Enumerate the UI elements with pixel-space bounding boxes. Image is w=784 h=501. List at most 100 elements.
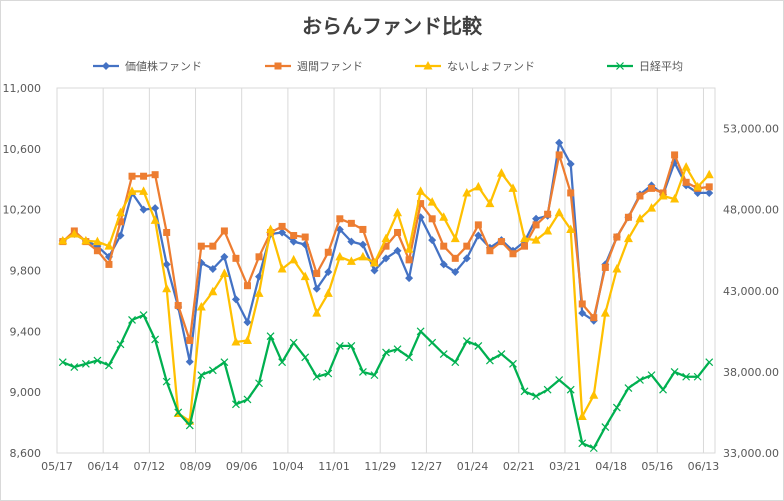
data-point	[231, 336, 241, 346]
data-point	[196, 302, 206, 311]
data-point	[312, 284, 321, 293]
data-point	[416, 327, 425, 336]
data-point	[521, 242, 529, 250]
data-point	[670, 367, 679, 376]
data-point	[705, 358, 714, 367]
data-point	[451, 358, 460, 367]
data-point	[289, 338, 298, 347]
legend-label: ないしょファンド	[447, 60, 535, 73]
data-point	[243, 282, 251, 290]
data-point	[93, 247, 101, 255]
data-point	[566, 385, 575, 394]
series-line	[62, 165, 711, 423]
y-left-tick-label: 9,800	[10, 265, 42, 278]
data-point	[382, 348, 390, 357]
data-point	[335, 342, 344, 350]
data-point	[232, 254, 240, 262]
data-point	[601, 423, 610, 431]
y-left-tick-label: 11,000	[3, 82, 42, 95]
data-point	[278, 228, 287, 237]
data-point	[382, 242, 390, 250]
data-point	[324, 268, 333, 277]
data-point	[439, 260, 448, 269]
data-point	[185, 421, 194, 430]
data-point	[255, 379, 263, 388]
data-point	[58, 235, 68, 245]
data-point	[578, 309, 587, 318]
data-point	[220, 358, 229, 367]
legend-marker	[616, 62, 624, 70]
data-point	[393, 246, 402, 255]
data-point	[243, 318, 252, 327]
data-point	[115, 207, 125, 217]
data-point	[81, 359, 90, 368]
data-point	[163, 228, 171, 236]
data-point	[140, 172, 148, 180]
data-point	[358, 367, 367, 376]
data-point	[393, 345, 402, 354]
data-point	[589, 390, 599, 399]
data-point	[104, 241, 114, 250]
data-point	[185, 357, 194, 366]
data-point	[335, 251, 345, 261]
data-point	[69, 229, 79, 238]
data-point	[450, 233, 460, 243]
legend-label: 週間ファンド	[297, 60, 363, 73]
data-point	[346, 256, 356, 265]
data-point	[394, 228, 402, 236]
data-point	[405, 256, 413, 264]
x-tick-label: 03/21	[549, 460, 581, 473]
y-right-tick-label: 43,000.00	[723, 285, 779, 298]
data-point	[323, 288, 333, 297]
data-point	[186, 336, 194, 344]
data-point	[636, 376, 644, 384]
data-point	[151, 171, 159, 179]
data-point	[544, 210, 552, 218]
data-point	[577, 411, 587, 420]
data-point	[704, 169, 714, 179]
data-point	[312, 308, 322, 317]
chart-title: おらんファンド比較	[302, 14, 483, 38]
data-point	[462, 254, 471, 263]
data-point	[554, 207, 564, 217]
data-point	[682, 178, 690, 186]
data-point	[220, 252, 229, 261]
y-left-tick-label: 9,400	[10, 325, 42, 338]
data-point	[358, 240, 367, 249]
data-point	[232, 400, 240, 409]
data-point	[624, 384, 633, 393]
data-point	[128, 316, 136, 324]
data-point	[208, 366, 217, 375]
data-point	[382, 254, 390, 263]
data-point	[658, 190, 668, 200]
data-point	[473, 181, 483, 191]
data-point	[693, 372, 702, 381]
data-point	[139, 311, 148, 320]
data-point	[462, 337, 471, 345]
data-point	[439, 212, 449, 221]
data-point	[428, 215, 436, 223]
x-tick-label: 12/27	[411, 460, 443, 473]
data-point	[636, 192, 644, 200]
data-point	[693, 181, 703, 191]
data-point	[174, 301, 182, 309]
data-point	[508, 183, 518, 192]
legend-item: 日経平均	[607, 60, 683, 73]
data-point	[440, 242, 448, 250]
data-point	[289, 237, 298, 246]
x-tick-label: 06/14	[87, 460, 119, 473]
y-right-tick-label: 38,000.00	[723, 366, 779, 379]
data-point	[590, 314, 598, 322]
data-point	[405, 353, 414, 362]
data-point	[116, 218, 124, 226]
data-point	[266, 224, 276, 233]
x-tick-label: 07/12	[133, 460, 165, 473]
data-point	[532, 392, 540, 401]
x-tick-label: 01/24	[457, 460, 489, 473]
x-tick-label: 11/01	[318, 460, 350, 473]
data-point	[174, 408, 183, 417]
data-point	[116, 231, 125, 240]
series-2	[59, 151, 713, 344]
data-point	[462, 187, 472, 197]
